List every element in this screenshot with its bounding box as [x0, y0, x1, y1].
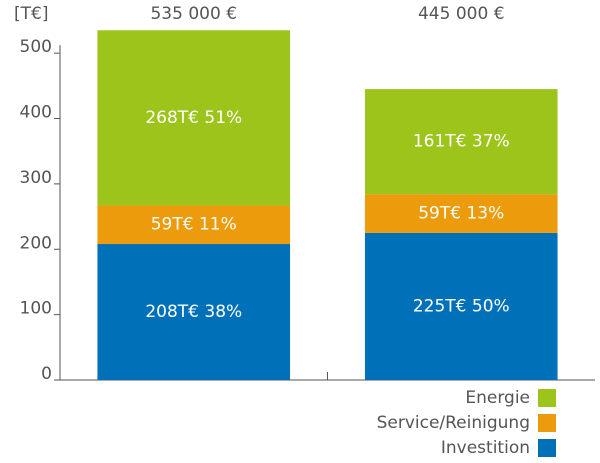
y-tick-label: 500	[20, 37, 52, 57]
total-label: 445 000 €	[418, 4, 505, 24]
legend-swatch	[538, 414, 556, 432]
total-label: 535 000 €	[150, 4, 237, 24]
data-label: 59T€ 13%	[418, 204, 504, 224]
data-label: 268T€ 51%	[145, 108, 242, 128]
data-label: 161T€ 37%	[413, 132, 510, 152]
y-tick-label: 200	[20, 233, 52, 253]
bar-segment	[97, 30, 291, 206]
y-tick-label: 400	[20, 103, 52, 123]
bar-segment	[97, 244, 291, 380]
legend-label: Investition	[441, 438, 530, 458]
bar-segment	[364, 194, 558, 233]
y-tick-label: 0	[41, 364, 52, 384]
bar-segment	[97, 205, 291, 245]
y-tick-label: 100	[20, 299, 52, 319]
legend-swatch	[538, 389, 556, 407]
bar-segment	[364, 89, 558, 195]
legend-label: Energie	[465, 388, 530, 408]
data-label: 59T€ 11%	[151, 215, 237, 235]
data-label: 225T€ 50%	[413, 296, 510, 316]
data-label: 208T€ 38%	[145, 302, 242, 322]
legend-swatch	[538, 439, 556, 457]
y-tick-label: 300	[20, 168, 52, 188]
y-axis-label: [T€]	[14, 4, 48, 24]
bar-segment	[364, 232, 558, 380]
legend-label: Service/Reinigung	[377, 413, 530, 433]
